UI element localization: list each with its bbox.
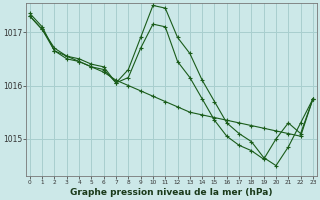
X-axis label: Graphe pression niveau de la mer (hPa): Graphe pression niveau de la mer (hPa)	[70, 188, 273, 197]
